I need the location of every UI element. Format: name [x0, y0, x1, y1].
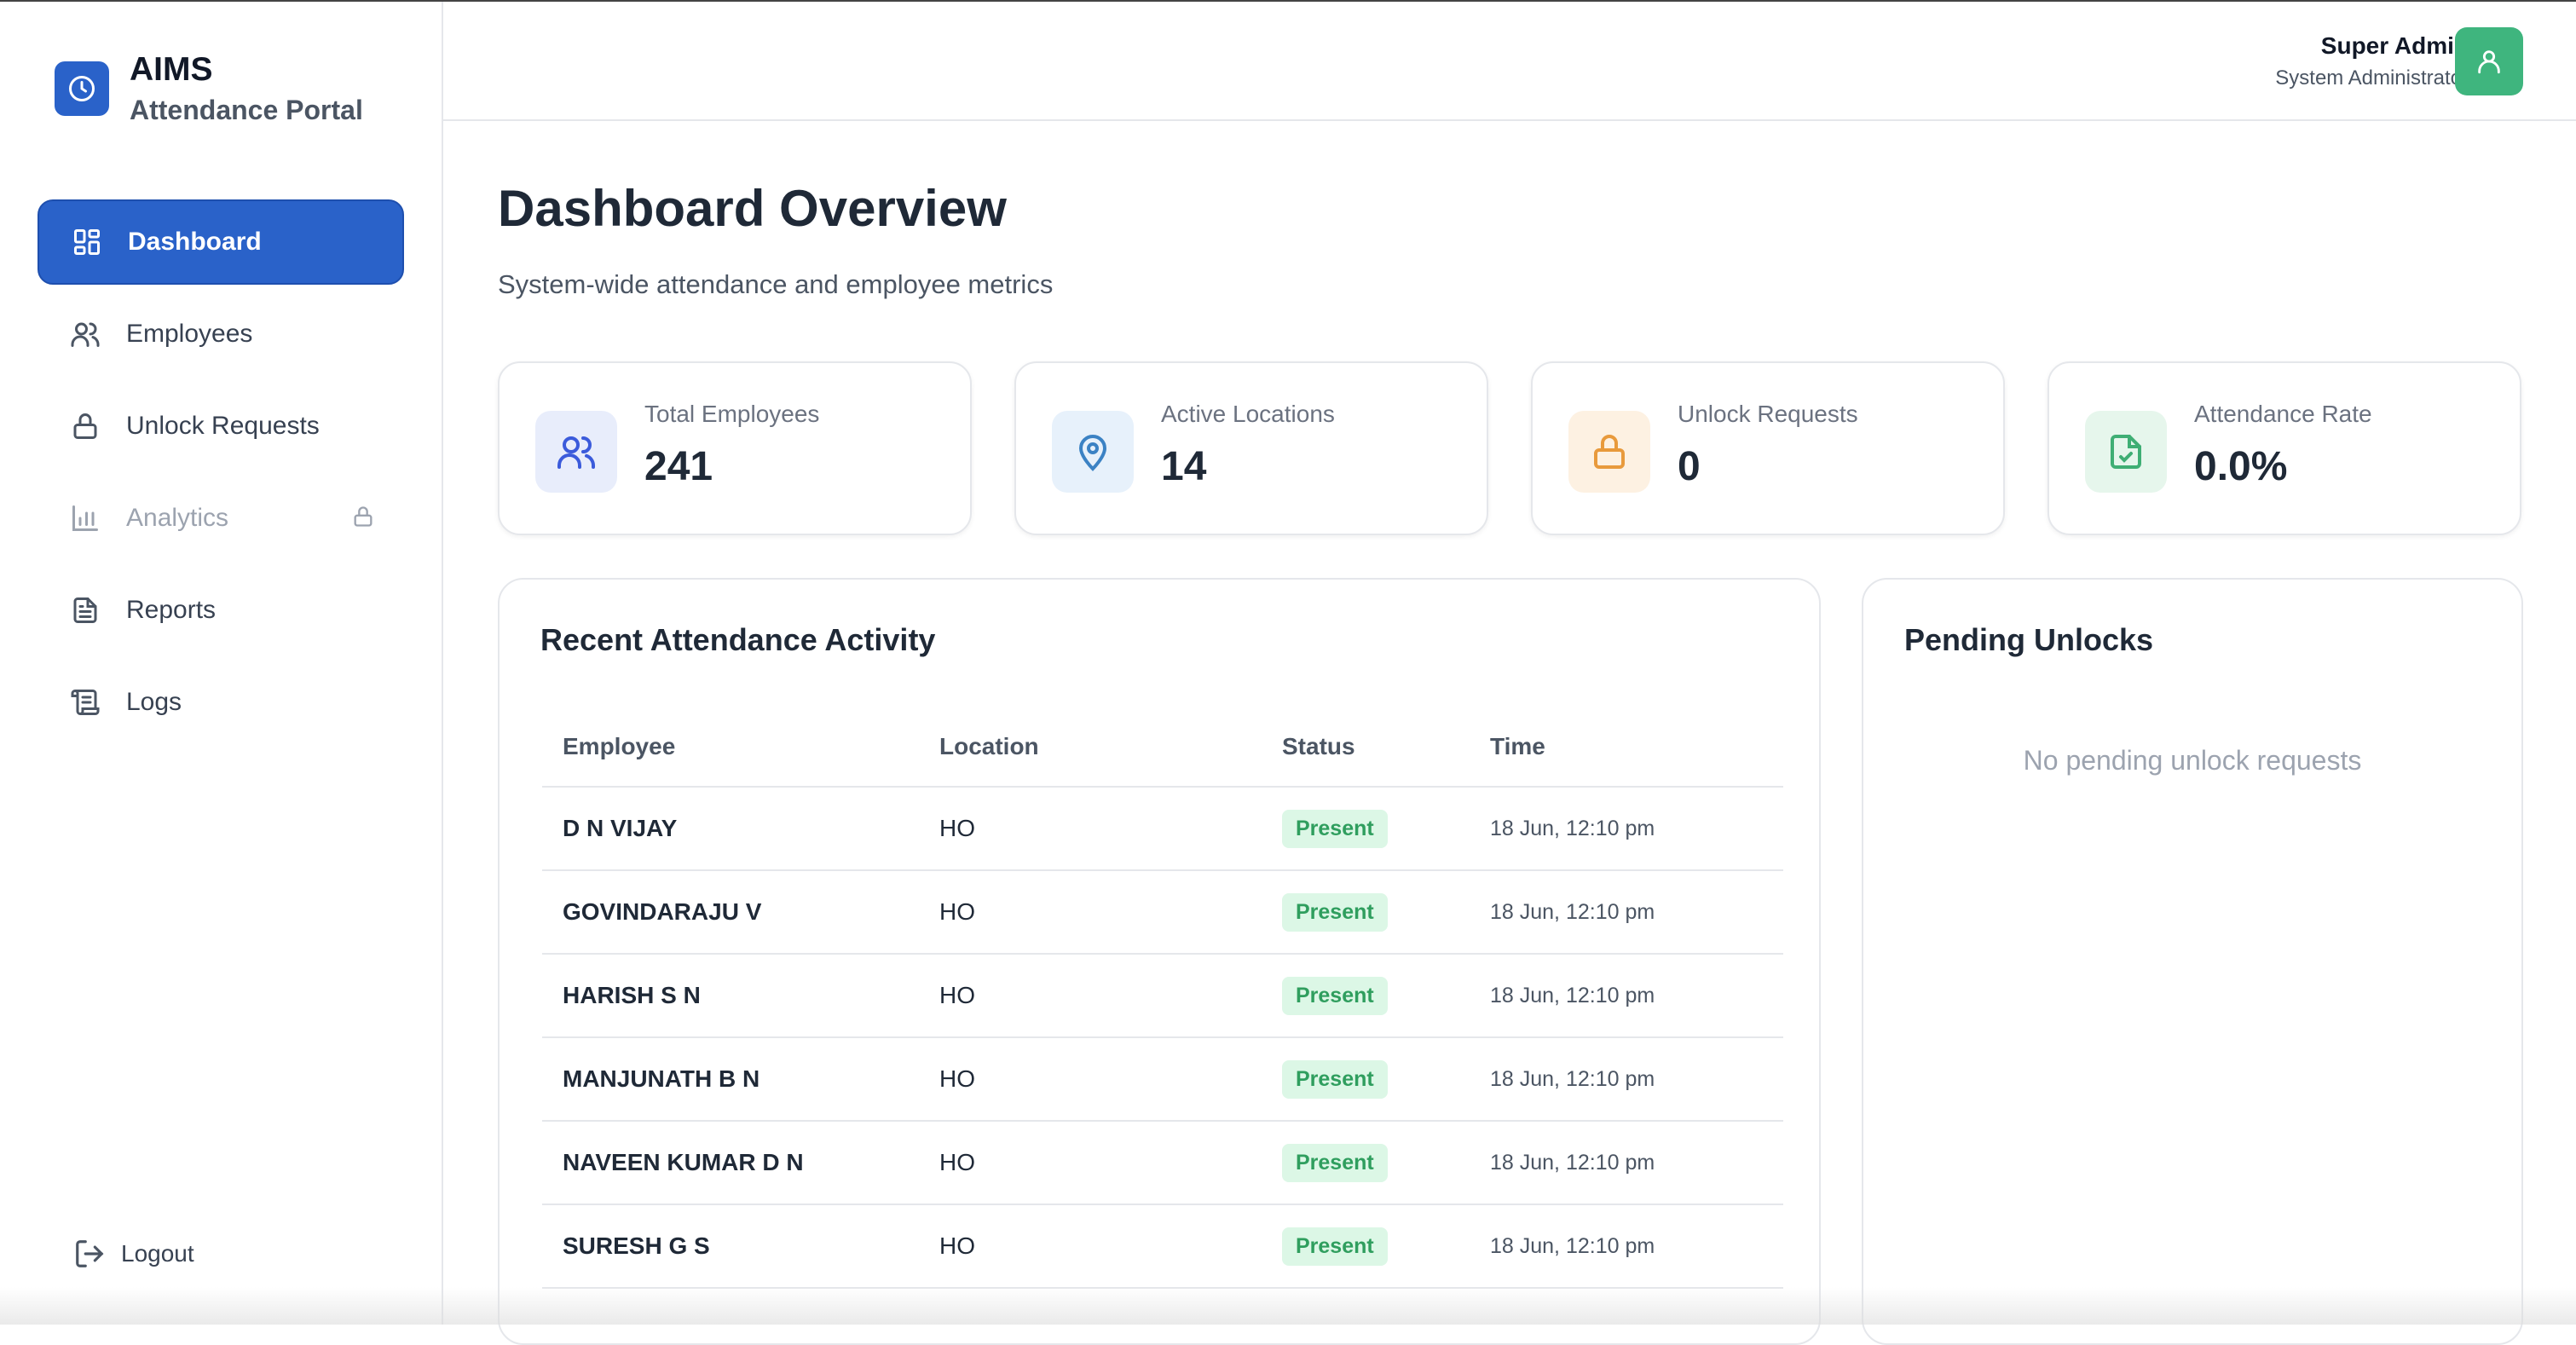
employee-name: SURESH G S [563, 1232, 710, 1259]
stat-value: 0 [1678, 444, 1701, 489]
sidebar-item-logs[interactable]: Logs [38, 660, 404, 745]
employee-location: HO [939, 1149, 975, 1175]
users-icon [68, 317, 102, 351]
table-row[interactable]: HARISH S N HO Present 18 Jun, 12:10 pm [542, 955, 1783, 1038]
status-badge: Present [1282, 976, 1388, 1015]
scroll-icon [68, 685, 102, 719]
employee-name: D N VIJAY [563, 815, 678, 841]
sidebar-item-label: Logs [126, 688, 182, 716]
sidebar-item-label: Reports [126, 596, 217, 624]
stat-value: 241 [644, 444, 713, 489]
column-header-status: Status [1282, 733, 1355, 759]
stat-card-total-employees: Total Employees 241 [498, 361, 972, 535]
file-check-icon [2085, 411, 2167, 493]
sidebar-item-label: Analytics [126, 504, 229, 532]
sidebar-item-label: Employees [126, 320, 253, 348]
stat-value: 14 [1161, 444, 1207, 489]
document-icon [68, 593, 102, 627]
page-subtitle: System-wide attendance and employee metr… [498, 269, 1054, 299]
column-header-time: Time [1490, 733, 1545, 759]
map-pin-icon [1052, 411, 1134, 493]
sidebar-item-label: Dashboard [128, 228, 262, 256]
employee-location: HO [939, 898, 975, 925]
sidebar-item-unlock-requests[interactable]: Unlock Requests [38, 384, 404, 469]
attendance-table: Employee Location Status Time D N VIJAY … [542, 707, 1783, 1289]
clock-icon [55, 61, 109, 116]
status-badge: Present [1282, 1227, 1388, 1266]
stat-card-active-locations: Active Locations 14 [1014, 361, 1488, 535]
attendance-time: 18 Jun, 12:10 pm [1490, 1150, 1655, 1175]
empty-state-text: No pending unlock requests [2023, 745, 2362, 776]
stat-label: Total Employees [644, 401, 820, 427]
column-header-location: Location [939, 733, 1039, 759]
employee-location: HO [939, 982, 975, 1008]
status-badge: Present [1282, 1143, 1388, 1182]
stat-label: Attendance Rate [2194, 401, 2372, 427]
brand: AIMS Attendance Portal [55, 49, 363, 130]
employee-name: HARISH S N [563, 982, 701, 1008]
sidebar-item-employees[interactable]: Employees [38, 292, 404, 377]
attendance-time: 18 Jun, 12:10 pm [1490, 899, 1655, 924]
employee-name: MANJUNATH B N [563, 1065, 760, 1092]
stat-label: Unlock Requests [1678, 401, 1858, 427]
panel-title: Recent Attendance Activity [540, 622, 936, 657]
table-header: Employee Location Status Time [542, 707, 1783, 788]
recent-activity-panel: Recent Attendance Activity Employee Loca… [498, 578, 1821, 1345]
sidebar-item-dashboard[interactable]: Dashboard [38, 199, 404, 285]
employee-location: HO [939, 1232, 975, 1259]
avatar[interactable] [2455, 27, 2523, 95]
stat-value: 0.0% [2194, 444, 2288, 489]
table-row[interactable]: SURESH G S HO Present 18 Jun, 12:10 pm [542, 1205, 1783, 1289]
sidebar-item-reports[interactable]: Reports [38, 568, 404, 653]
table-row[interactable]: MANJUNATH B N HO Present 18 Jun, 12:10 p… [542, 1038, 1783, 1122]
sidebar: AIMS Attendance Portal Dashboard Employe… [0, 2, 443, 1325]
attendance-time: 18 Jun, 12:10 pm [1490, 1233, 1655, 1258]
page-title: Dashboard Overview [498, 180, 1007, 237]
window-top-border [0, 0, 2576, 2]
lock-icon [68, 409, 102, 443]
attendance-time: 18 Jun, 12:10 pm [1490, 1066, 1655, 1091]
dashboard-icon [70, 225, 104, 259]
sidebar-item-analytics[interactable]: Analytics [38, 476, 404, 561]
lock-icon [1568, 411, 1650, 493]
logout-label: Logout [121, 1240, 194, 1267]
user-info: Super Admin System Administrator [2275, 29, 2469, 94]
users-icon [535, 411, 617, 493]
brand-title: AIMS [130, 51, 213, 88]
employee-name: NAVEEN KUMAR D N [563, 1149, 804, 1175]
status-badge: Present [1282, 892, 1388, 932]
status-badge: Present [1282, 1059, 1388, 1099]
stat-label: Active Locations [1161, 401, 1335, 427]
table-row[interactable]: NAVEEN KUMAR D N HO Present 18 Jun, 12:1… [542, 1122, 1783, 1205]
user-role: System Administrator [2275, 66, 2469, 89]
brand-subtitle: Attendance Portal [130, 95, 363, 125]
bar-chart-icon [68, 501, 102, 535]
table-row[interactable]: GOVINDARAJU V HO Present 18 Jun, 12:10 p… [542, 871, 1783, 955]
employee-location: HO [939, 815, 975, 841]
top-header: Super Admin System Administrator [443, 2, 2576, 121]
logout-icon [73, 1238, 106, 1270]
employee-name: GOVINDARAJU V [563, 898, 762, 925]
attendance-time: 18 Jun, 12:10 pm [1490, 983, 1655, 1007]
logout-button[interactable]: Logout [73, 1238, 194, 1270]
sidebar-nav: Dashboard Employees Unlock Requests Anal… [38, 199, 404, 752]
panel-title: Pending Unlocks [1904, 622, 2154, 657]
attendance-time: 18 Jun, 12:10 pm [1490, 816, 1655, 840]
employee-location: HO [939, 1065, 975, 1092]
pending-unlocks-panel: Pending Unlocks No pending unlock reques… [1862, 578, 2523, 1345]
status-badge: Present [1282, 809, 1388, 848]
user-name: Super Admin [2320, 32, 2469, 59]
sidebar-item-label: Unlock Requests [126, 412, 320, 440]
table-row[interactable]: D N VIJAY HO Present 18 Jun, 12:10 pm [542, 788, 1783, 871]
stat-card-unlock-requests: Unlock Requests 0 [1531, 361, 2005, 535]
user-icon [2478, 50, 2500, 74]
column-header-employee: Employee [563, 733, 676, 759]
stat-card-attendance-rate: Attendance Rate 0.0% [2048, 361, 2521, 535]
lock-icon [351, 505, 375, 535]
